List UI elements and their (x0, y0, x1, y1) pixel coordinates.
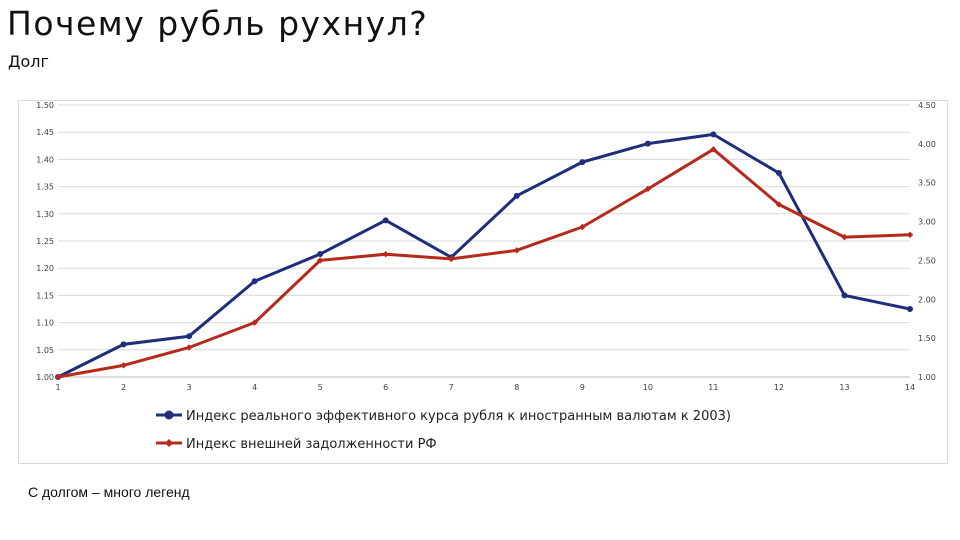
data-point (907, 306, 913, 312)
data-point (382, 217, 389, 224)
data-point (841, 292, 848, 299)
data-point (120, 362, 127, 369)
x-tick-label: 12 (774, 383, 784, 392)
data-point (710, 131, 717, 138)
y-right-tick-label: 4.00 (918, 140, 936, 149)
slide-title: Почему рубль рухнул? (7, 4, 429, 43)
slide-note: С долгом – много легенд (28, 484, 190, 500)
x-tick-label: 9 (580, 383, 585, 392)
legend-marker-1 (164, 410, 174, 420)
y-right-tick-label: 3.00 (918, 218, 936, 227)
data-point (579, 159, 586, 166)
data-point (579, 223, 586, 231)
slide-subtitle: Долг (8, 52, 49, 71)
data-point (120, 341, 127, 348)
y-left-tick-label: 1.45 (36, 128, 54, 137)
line-chart: 1.00 1.05 1.10 1.15 1.20 1.25 1.30 1.35 1.40 1.45… (36, 101, 936, 452)
data-point (644, 140, 651, 147)
y-right-tick-label: 2.00 (918, 295, 936, 304)
data-point (448, 255, 455, 263)
data-point (316, 257, 324, 264)
data-point (644, 185, 652, 193)
data-point (382, 251, 389, 258)
y-right-tick-label: 1.00 (918, 373, 936, 382)
data-point (317, 251, 324, 258)
x-tick-label: 4 (252, 383, 257, 392)
y-left-tick-label: 1.40 (36, 155, 54, 164)
y-right-tick-label: 2.50 (918, 256, 936, 265)
y-left-tick-label: 1.35 (36, 183, 54, 192)
data-point (251, 278, 258, 285)
y-left-tick-label: 1.20 (36, 264, 54, 273)
data-point (251, 319, 258, 326)
data-point (775, 170, 782, 176)
data-point (513, 247, 520, 254)
y-left-tick-label: 1.30 (36, 210, 54, 219)
y-left-tick-label: 1.15 (36, 291, 54, 300)
data-point (775, 201, 783, 208)
y-left-tick-label: 1.25 (36, 237, 54, 246)
x-tick-label: 3 (187, 383, 192, 392)
data-point (841, 233, 848, 241)
x-tick-label: 10 (643, 383, 653, 392)
x-tick-label: 5 (318, 383, 323, 392)
y-right-tick-label: 1.50 (918, 334, 936, 343)
x-tick-label: 7 (449, 383, 454, 392)
y-left-tick-label: 1.05 (36, 346, 54, 355)
y-left-tick-label: 1.10 (36, 319, 54, 328)
chart-container: 1.00 1.05 1.10 1.15 1.20 1.25 1.30 1.35 1.40 1.45… (18, 100, 948, 464)
legend-label-1: Индекс реального эффективного курса рубл… (186, 409, 731, 424)
x-tick-label: 8 (514, 383, 519, 392)
x-tick-label: 1 (55, 383, 60, 392)
x-tick-label: 13 (839, 383, 849, 392)
y-left-tick-label: 1.50 (36, 101, 54, 110)
data-point (186, 333, 193, 340)
series-line-1 (57, 132, 911, 379)
x-tick-label: 11 (708, 383, 718, 392)
data-point (54, 373, 62, 381)
data-point (906, 231, 914, 238)
legend-label-2: Индекс внешней задолженности РФ (186, 437, 437, 452)
data-point (710, 146, 717, 153)
series-line-2 (57, 147, 911, 379)
y-left-tick-label: 1.00 (36, 373, 54, 382)
x-tick-label: 2 (121, 383, 126, 392)
legend-marker-2 (165, 439, 173, 447)
data-point (185, 344, 193, 351)
data-point (513, 192, 520, 199)
x-tick-label: 14 (905, 383, 915, 392)
x-tick-label: 6 (383, 383, 388, 392)
y-right-tick-label: 3.50 (918, 179, 936, 188)
y-right-tick-label: 4.50 (918, 101, 936, 110)
